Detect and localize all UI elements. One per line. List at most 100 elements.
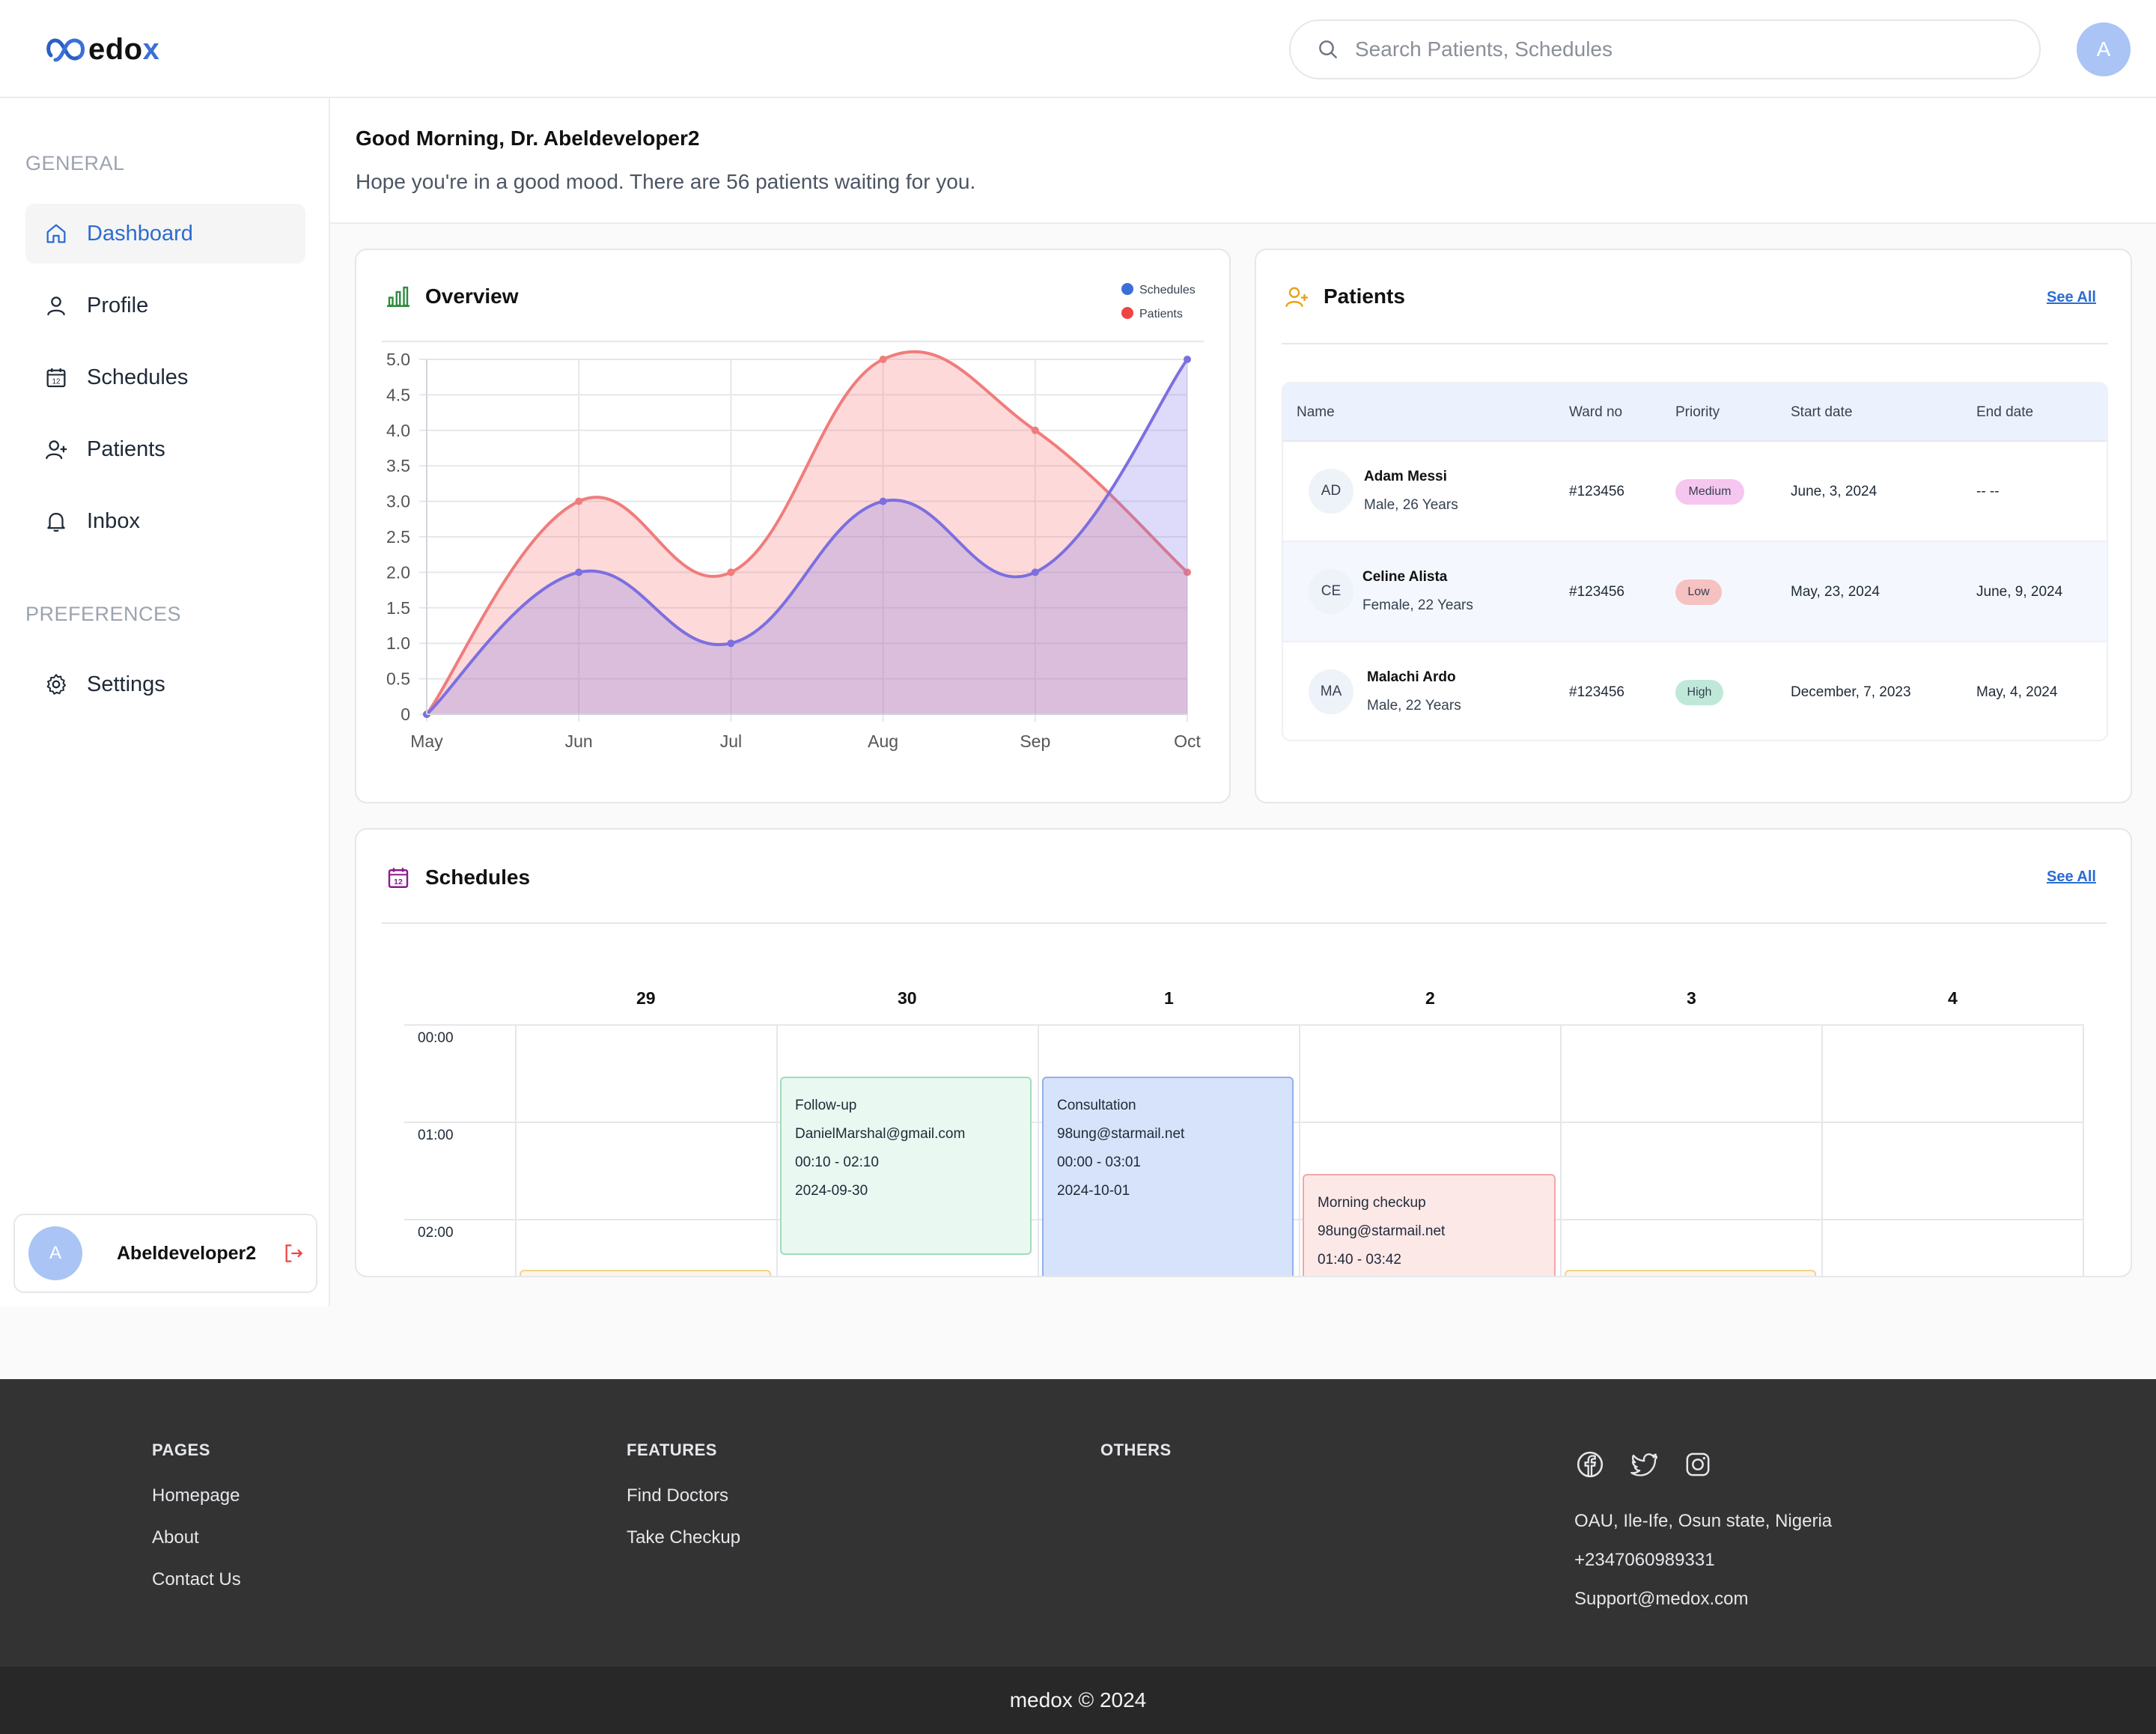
sidebar-item-label: Dashboard [87, 221, 193, 246]
schedules-see-all-link[interactable]: See All [2047, 868, 2096, 885]
logo-text: edox [88, 33, 159, 67]
footer: PAGES Homepage About Contact Us FEATURES… [0, 1379, 2156, 1667]
data-point-patients [575, 497, 583, 505]
patient-name: Malachi Ardo [1367, 669, 1456, 685]
data-point-schedules [879, 497, 887, 505]
search-bar[interactable] [1289, 19, 2041, 79]
data-point-patients [1031, 426, 1039, 434]
logout-icon[interactable] [281, 1241, 305, 1265]
event-time: 00:00 - 03:01 [1057, 1155, 1141, 1170]
logo[interactable]: edox [45, 28, 159, 70]
greeting-subtitle: Hope you're in a good mood. There are 56… [356, 170, 976, 193]
sidebar-item-schedules[interactable]: 12 Schedules [25, 347, 305, 407]
y-tick-label: 0.5 [386, 669, 410, 689]
user-card: A Abeldeveloper2 [13, 1214, 317, 1293]
twitter-icon[interactable] [1629, 1449, 1659, 1479]
sidebar-item-label: Settings [87, 672, 165, 696]
home-icon [46, 224, 66, 243]
sidebar-item-settings[interactable]: Settings [25, 654, 305, 714]
sidebar-item-patients[interactable]: Patients [25, 419, 305, 479]
column-header-end-date[interactable]: End date [1976, 404, 2034, 420]
schedule-event[interactable] [1565, 1270, 1816, 1276]
sidebar-item-dashboard[interactable]: Dashboard [25, 204, 305, 264]
table-header: Name Ward no Priority Start date End dat… [1283, 383, 2107, 442]
end-date: June, 9, 2024 [1976, 584, 2063, 600]
sidebar-item-inbox[interactable]: Inbox [25, 491, 305, 551]
ward-number: #123456 [1569, 684, 1624, 700]
copyright-bar: medox © 2024 [0, 1667, 2156, 1734]
divider [382, 922, 2107, 924]
column-header-priority[interactable]: Priority [1675, 404, 1720, 420]
footer-link-take-checkup[interactable]: Take Checkup [627, 1527, 741, 1548]
footer-email[interactable]: Support@medox.com [1574, 1589, 1749, 1609]
grid-line [404, 1024, 2083, 1026]
start-date: December, 7, 2023 [1791, 684, 1911, 700]
section-preferences-label: PREFERENCES [25, 603, 182, 625]
instagram-icon[interactable] [1683, 1449, 1713, 1479]
divider [1282, 343, 2108, 344]
x-tick-label: May [410, 731, 443, 751]
footer-link-about[interactable]: About [152, 1527, 199, 1548]
event-date: 2024-09-30 [795, 1183, 868, 1199]
end-date: May, 4, 2024 [1976, 684, 2058, 700]
search-input[interactable] [1355, 37, 1999, 61]
series-line-patients [425, 350, 1189, 716]
data-point-schedules [575, 568, 583, 577]
footer-pages-heading: PAGES [152, 1441, 210, 1459]
footer-link-find-doctors[interactable]: Find Doctors [627, 1485, 729, 1506]
svg-text:12: 12 [52, 378, 61, 386]
greeting-title: Good Morning, Dr. Abeldeveloper2 [356, 127, 700, 150]
event-time: 00:10 - 02:10 [795, 1155, 879, 1170]
column-header-name[interactable]: Name [1297, 404, 1335, 420]
section-general-label: GENERAL [25, 152, 125, 174]
day-label: 4 [1948, 988, 1958, 1008]
overview-header: Overview [385, 283, 519, 310]
series-line-schedules [425, 358, 1189, 716]
legend-item-patients[interactable]: Patients [1121, 302, 1196, 326]
bell-icon [47, 512, 65, 532]
patients-see-all-link[interactable]: See All [2047, 289, 2096, 305]
y-tick-label: 2.5 [386, 527, 410, 547]
y-tick-label: 4.0 [386, 421, 410, 440]
table-row[interactable]: AD Adam Messi Male, 26 Years #123456 Med… [1283, 442, 2107, 542]
chart-legend: Schedules Patients [1121, 279, 1196, 326]
gear-icon [46, 674, 67, 695]
logo-text-main: edo [88, 32, 143, 66]
start-date: June, 3, 2024 [1791, 484, 1878, 499]
facebook-icon[interactable] [1575, 1449, 1605, 1479]
data-point-patients [727, 568, 735, 577]
sidebar-item-profile[interactable]: Profile [25, 276, 305, 335]
patient-initials: MA [1309, 669, 1353, 714]
schedule-event[interactable]: Morning checkup 98ung@starmail.net 01:40… [1303, 1174, 1556, 1276]
svg-text:12: 12 [394, 877, 403, 886]
grid-line [1560, 1024, 1562, 1276]
time-label: 02:00 [418, 1225, 454, 1241]
column-header-start-date[interactable]: Start date [1791, 404, 1853, 420]
data-point-schedules [1031, 568, 1039, 577]
schedule-event[interactable] [520, 1270, 771, 1276]
event-title: Morning checkup [1318, 1195, 1426, 1211]
overview-card: Overview Schedules Patients 0 0.5 1.0 1.5 2.… [355, 249, 1231, 803]
schedules-header: 12 Schedules [385, 864, 530, 891]
table-row[interactable]: CE Celine Alista Female, 22 Years #12345… [1283, 542, 2107, 642]
schedule-event[interactable]: Follow-up DanielMarshal@gmail.com 00:10 … [780, 1077, 1032, 1255]
calendar-icon: 12 [46, 368, 66, 388]
footer-link-homepage[interactable]: Homepage [152, 1485, 240, 1506]
schedule-event[interactable]: Consultation 98ung@starmail.net 00:00 - … [1042, 1077, 1294, 1276]
start-date: May, 23, 2024 [1791, 584, 1881, 600]
table-row[interactable]: MA Malachi Ardo Male, 22 Years #123456 H… [1283, 642, 2107, 740]
greeting-banner: Good Morning, Dr. Abeldeveloper2 Hope yo… [330, 98, 2156, 224]
top-header: edox A [0, 0, 2156, 98]
x-tick-label: Jul [720, 731, 742, 751]
legend-item-schedules[interactable]: Schedules [1121, 279, 1196, 302]
column-header-ward[interactable]: Ward no [1569, 404, 1623, 420]
grid-line [1038, 1024, 1039, 1276]
data-point-schedules [1184, 356, 1191, 363]
footer-phone: +2347060989331 [1574, 1550, 1715, 1570]
footer-link-contact[interactable]: Contact Us [152, 1569, 241, 1590]
event-date: 2024-10-01 [1057, 1183, 1130, 1199]
y-tick-label: 3.0 [386, 492, 410, 511]
avatar[interactable]: A [2077, 22, 2131, 76]
sidebar-item-label: Patients [87, 436, 165, 461]
overview-title: Overview [425, 285, 519, 308]
